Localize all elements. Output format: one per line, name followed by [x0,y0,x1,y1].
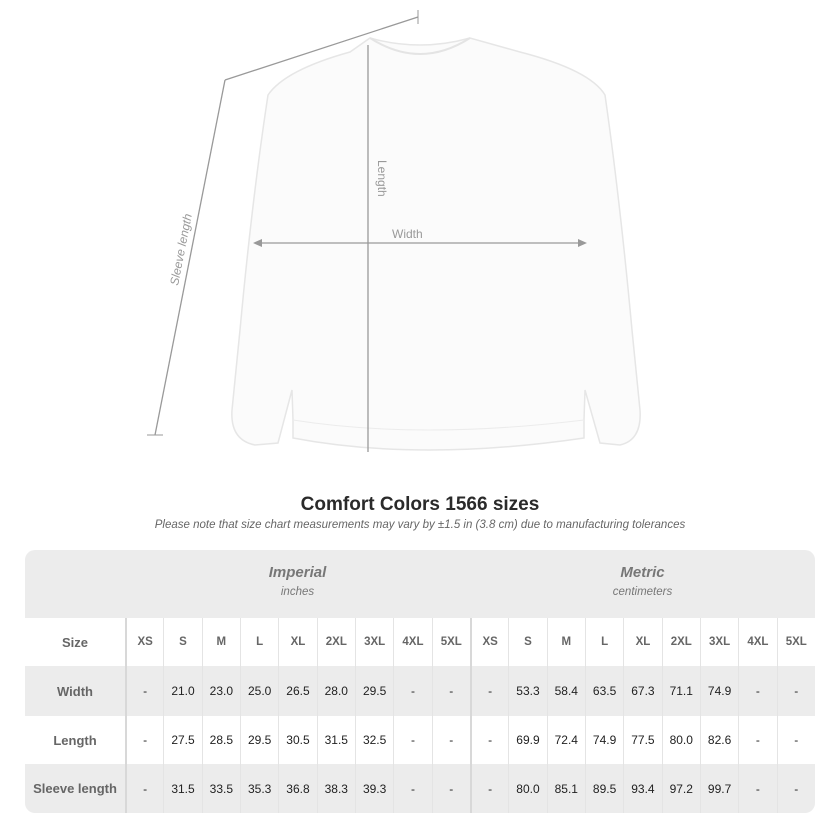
metric-value-cell: 69.9 [508,716,546,764]
imperial-value-cell: 29.5 [239,716,278,764]
metric-value-cell: 89.5 [584,764,623,813]
imperial-unit: inches [280,586,315,598]
imperial-value-cell: 31.5 [163,764,201,813]
row-label: Size [61,634,88,650]
imperial-value-cell: 33.5 [201,764,240,813]
imperial-value-cell: - [393,764,431,813]
row-label: Width [57,683,93,699]
metric-value-cell: 99.7 [699,764,738,813]
metric-value-cell: 74.9 [584,716,623,764]
table-row: Width -21.0 23.0 25.0 26.5 28.0 29.5- - -53.3 58.… [25,666,815,716]
metric-value-cell: - [738,716,776,764]
imperial-size-2xl: 2XL [316,618,355,666]
row-label: Sleeve length [33,781,117,796]
imperial-value-cell: 36.8 [278,764,316,813]
sweatshirt-diagram: Length Width Sleeve length [147,10,641,452]
length-label: Length [375,160,389,197]
metric-size-xs: XS [469,618,508,666]
imperial-value-cell: 39.3 [354,764,393,813]
size-header-row: Size XS S M L XL 2XL 3XL 4XL 5XL XS S M L XL 2XL 3XL 4XL 5… [25,618,815,666]
row-label: Length [53,732,97,748]
metric-group: Metric centimeters [470,564,815,598]
metric-value-cell: 72.4 [546,716,585,764]
metric-value-cell: 53.3 [508,666,546,716]
metric-size-s: S [508,618,546,666]
metric-unit: centimeters [612,586,673,598]
imperial-size-s: S [163,618,201,666]
size-table: Imperial inches Metric centimeters Size X… [25,550,815,813]
metric-value-cell: - [776,764,815,813]
metric-title: Metric [620,564,665,581]
metric-value-cell: 82.6 [699,716,738,764]
imperial-value-cell: 27.5 [163,716,201,764]
imperial-value-cell: - [125,716,163,764]
imperial-value-cell: 29.5 [354,666,393,716]
metric-value-cell: 93.4 [623,764,661,813]
metric-value-cell: 80.0 [661,716,700,764]
imperial-value-cell: 31.5 [316,716,355,764]
page-title: Comfort Colors 1566 sizes [300,494,540,515]
metric-size-m: M [546,618,585,666]
metric-value-cell: 85.1 [546,764,585,813]
metric-value-cell: - [738,764,776,813]
metric-value-cell: - [469,716,508,764]
imperial-size-4xl: 4XL [393,618,431,666]
metric-value-cell: - [776,666,815,716]
imperial-size-m: M [201,618,240,666]
imperial-value-cell: - [125,666,163,716]
metric-value-cell: 58.4 [546,666,585,716]
imperial-group: Imperial inches [125,564,470,598]
metric-size-5xl: 5XL [776,618,815,666]
imperial-value-cell: - [393,666,431,716]
metric-value-cell: 63.5 [584,666,623,716]
imperial-value-cell: 25.0 [239,666,278,716]
imperial-value-cell: - [393,716,431,764]
imperial-size-l: L [239,618,278,666]
imperial-value-cell: - [431,716,470,764]
table-row: Length -27.5 28.5 29.5 30.5 31.5 32.5- - -69.9 72… [25,716,815,764]
metric-size-4xl: 4XL [738,618,776,666]
imperial-title: Imperial [268,564,327,581]
metric-value-cell: 80.0 [508,764,546,813]
metric-value-cell: - [738,666,776,716]
imperial-value-cell: 30.5 [278,716,316,764]
imperial-size-5xl: 5XL [431,618,470,666]
metric-value-cell: - [469,666,508,716]
metric-value-cell: 74.9 [699,666,738,716]
metric-size-xl: XL [623,618,661,666]
metric-value-cell: 67.3 [623,666,661,716]
metric-size-l: L [584,618,623,666]
metric-value-cell: - [776,716,815,764]
table-header: Imperial inches Metric centimeters [25,550,815,618]
imperial-value-cell: 23.0 [201,666,240,716]
sleeve-length-label: Sleeve length [167,212,195,286]
imperial-size-3xl: 3XL [354,618,393,666]
metric-value-cell: - [469,764,508,813]
sweatshirt-image [231,37,641,451]
imperial-value-cell: 32.5 [354,716,393,764]
imperial-value-cell: 35.3 [239,764,278,813]
imperial-value-cell: 38.3 [316,764,355,813]
tolerance-note: Please note that size chart measurements… [154,519,686,531]
imperial-value-cell: - [431,666,470,716]
metric-size-3xl: 3XL [699,618,738,666]
metric-value-cell: 97.2 [661,764,700,813]
imperial-value-cell: 26.5 [278,666,316,716]
table-row: Sleeve length -31.5 33.5 35.3 36.8 38.3 39.3- -… [25,764,815,813]
imperial-size-xl: XL [278,618,316,666]
width-label: Width [392,227,423,241]
imperial-value-cell: 21.0 [163,666,201,716]
imperial-value-cell: - [431,764,470,813]
imperial-value-cell: - [125,764,163,813]
imperial-value-cell: 28.5 [201,716,240,764]
metric-value-cell: 77.5 [623,716,661,764]
imperial-value-cell: 28.0 [316,666,355,716]
metric-size-2xl: 2XL [661,618,700,666]
imperial-size-xs: XS [125,618,163,666]
metric-value-cell: 71.1 [661,666,700,716]
